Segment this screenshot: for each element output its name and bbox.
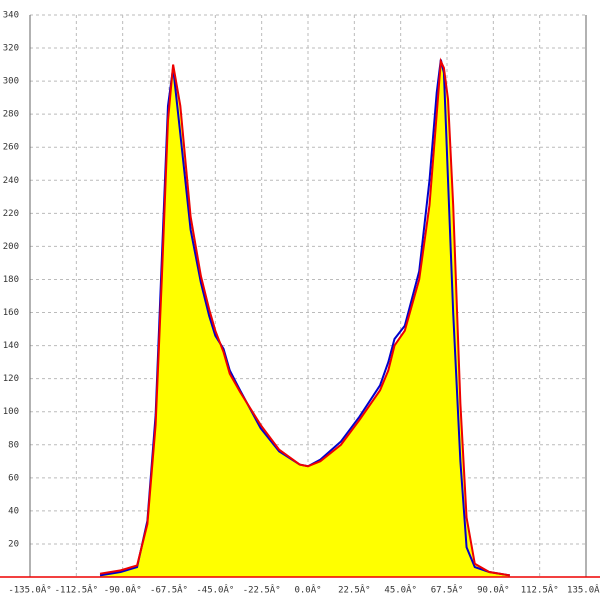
x-tick-label: -112.5Â° (55, 584, 98, 596)
y-tick-label: 200 (3, 242, 19, 252)
y-tick-label: 220 (3, 209, 19, 219)
x-tick-label: 112.5Â° (521, 584, 559, 596)
x-tick-label: 135.0Â° (567, 584, 600, 596)
y-tick-label: 260 (3, 143, 19, 153)
x-tick-label: 45.0Â° (384, 584, 417, 596)
y-tick-label: 60 (8, 473, 19, 483)
y-tick-label: 100 (3, 407, 19, 417)
series-line (99, 57, 510, 577)
x-tick-label: -135.0Â° (8, 584, 51, 596)
y-tick-label: 140 (3, 341, 19, 351)
y-tick-label: 280 (3, 110, 19, 120)
y-tick-label: 180 (3, 275, 19, 285)
y-tick-label: 240 (3, 176, 19, 186)
y-tick-label: 340 (3, 11, 19, 21)
x-tick-label: -90.0Â° (104, 584, 142, 596)
x-tick-label: -22.5Â° (243, 584, 281, 596)
x-tick-label: 67.5Â° (431, 584, 464, 596)
x-tick-label: 90.0Â° (477, 584, 510, 596)
y-tick-label: 120 (3, 374, 19, 384)
y-tick-label: 300 (3, 77, 19, 87)
y-tick-label: 80 (8, 440, 19, 450)
x-tick-label: 22.5Â° (338, 584, 371, 596)
x-tick-label: 0.0Â° (294, 584, 321, 596)
x-tick-label: -67.5Â° (150, 584, 188, 596)
y-tick-label: 320 (3, 44, 19, 54)
y-tick-label: 20 (8, 539, 19, 549)
area-fill (100, 61, 510, 578)
x-tick-label: -45.0Â° (196, 584, 234, 596)
y-tick-label: 160 (3, 308, 19, 318)
y-tick-label: 40 (8, 506, 19, 516)
